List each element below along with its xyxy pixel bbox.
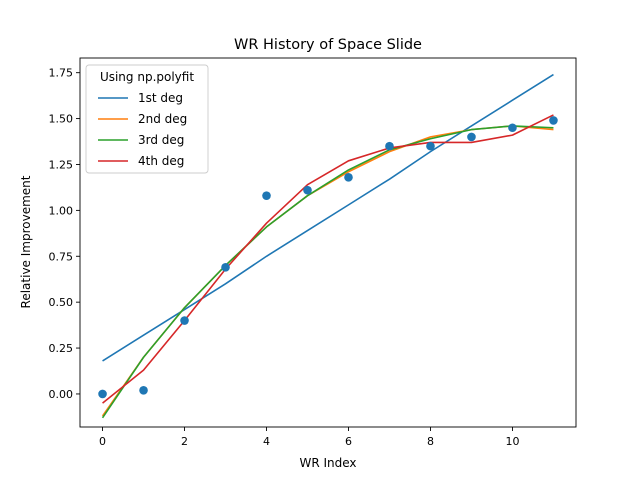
legend-label: 4th deg [138,154,184,168]
y-tick-label: 1.00 [49,204,74,217]
data-point [426,141,435,151]
legend-items: 1st deg 2nd deg 3rd deg 4th deg [98,91,187,168]
y-tick-label: 0.25 [49,342,74,355]
y-tick-label: 1.75 [49,67,74,80]
legend-label: 1st deg [138,91,183,105]
x-tick-label: 0 [99,435,106,448]
chart-title: WR History of Space Slide [234,37,422,53]
y-axis-label: Relative Improvement [19,175,33,308]
x-tick-label: 4 [263,435,270,448]
x-tick-label: 10 [505,435,519,448]
data-point [262,191,271,200]
data-point [385,141,394,151]
legend: Using np.polyfit 1st deg 2nd deg 3rd deg 4t… [85,64,209,174]
data-point [467,132,476,142]
data-point [508,123,517,133]
data-point [139,385,148,395]
series-line-1 [102,73,554,362]
data-point [549,116,558,125]
y-tick-label: 0.75 [49,250,74,263]
legend-label: 3rd deg [138,133,184,147]
y-tick-label: 0.00 [49,388,74,401]
series-line-3 [101,125,554,419]
x-axis-label: WR Index [299,456,356,470]
series-line-4 [102,114,554,404]
x-tick-label: 2 [181,435,188,448]
legend-label: 2nd deg [138,112,187,126]
axes-frame [79,57,577,428]
y-tick-label: 0.50 [49,296,74,309]
data-point [221,262,230,272]
x-tick-label: 6 [345,435,352,448]
data-point [344,173,353,182]
y-tick-label: 1.50 [49,113,74,126]
data-point [303,185,312,195]
y-tick-label: 1.25 [49,158,74,171]
y-axis-ticks: 0.00 0.25 0.50 0.75 1.00 1.25 1.50 1.75 [49,67,80,401]
plot-area [98,73,558,419]
data-point [98,389,107,399]
data-point [180,316,189,325]
x-axis-ticks: 0 2 4 6 8 10 [99,427,519,448]
legend-title: Using np.polyfit [100,70,194,84]
legend-frame [85,64,209,174]
x-tick-label: 8 [427,435,434,448]
